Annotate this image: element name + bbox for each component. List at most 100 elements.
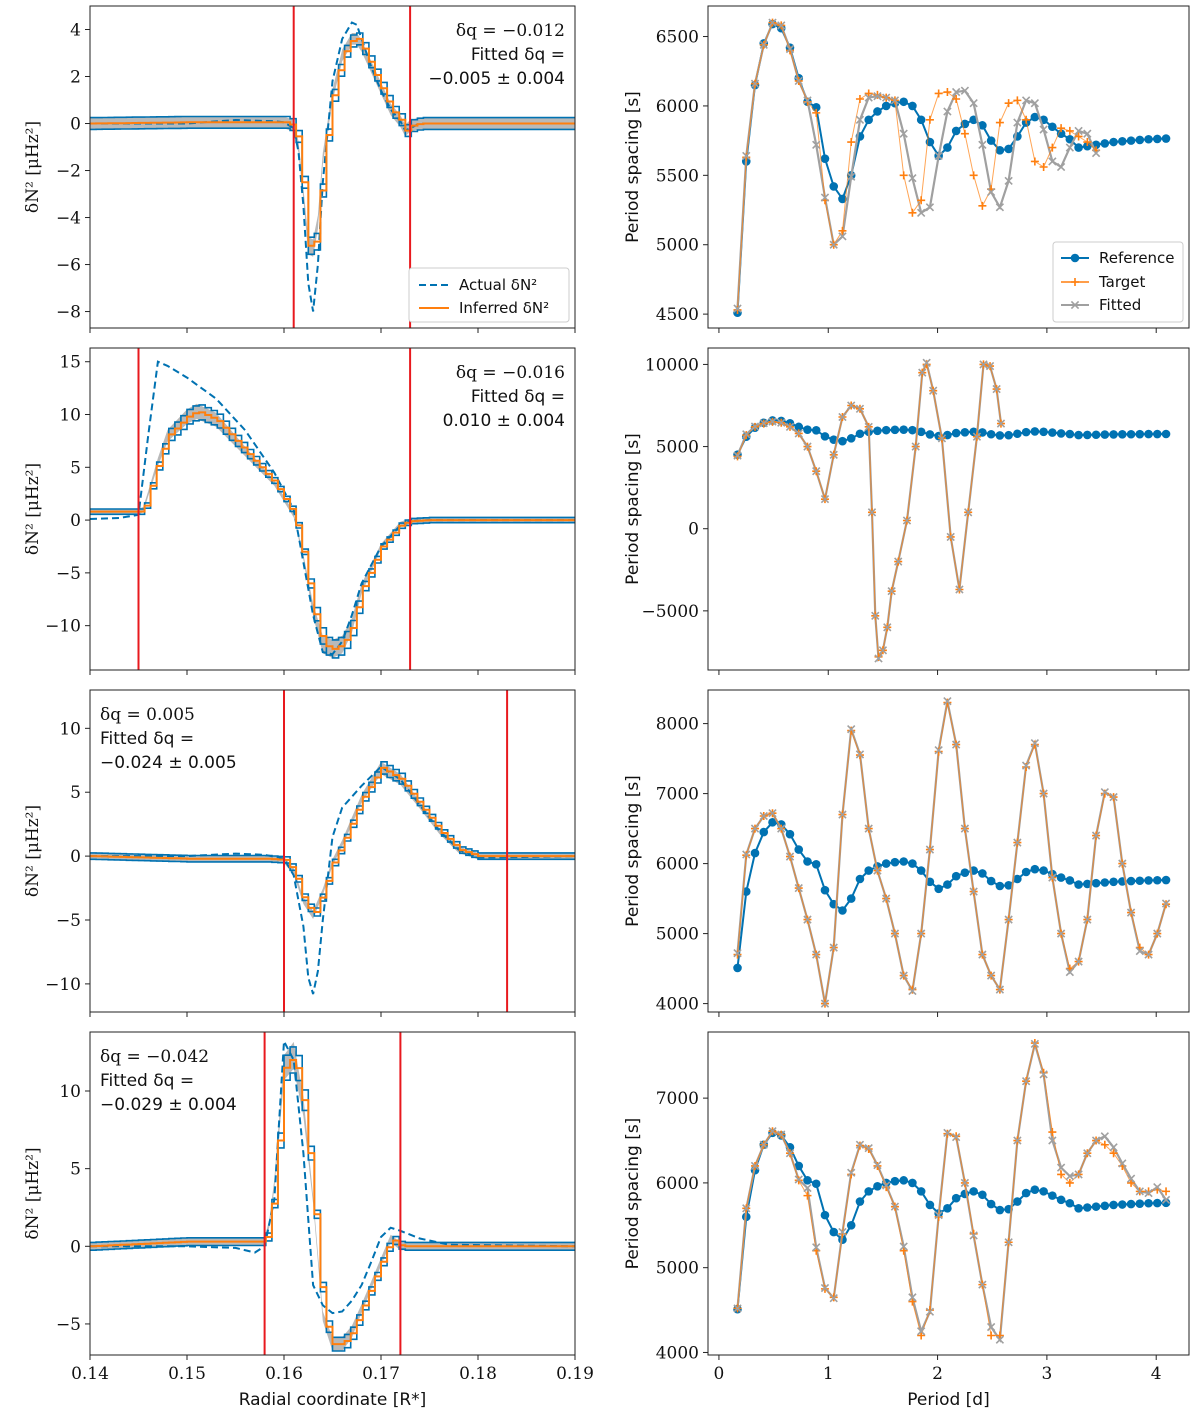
reference-point: [1091, 430, 1101, 440]
y-tick-label: 5: [70, 1160, 81, 1180]
annotation-line: Fitted δq =: [100, 1071, 194, 1091]
fitted-point: [1039, 125, 1048, 134]
target-point: [908, 1297, 917, 1306]
y-tick-label: 5500: [656, 166, 699, 186]
y-tick-label: 7000: [656, 1089, 699, 1109]
reference-point: [1021, 867, 1031, 877]
reference-point: [846, 1220, 856, 1230]
reference-point: [951, 1193, 961, 1203]
band-lower-edge: [90, 773, 575, 917]
x-tick-label: 2: [932, 1364, 943, 1384]
fitted-point: [855, 750, 865, 759]
reference-point: [943, 430, 952, 440]
reference-point: [890, 857, 900, 867]
target-point: [803, 1191, 812, 1200]
actual-series-line: [90, 1037, 575, 1315]
reference-point: [1100, 139, 1110, 148]
reference-point: [1030, 1185, 1040, 1194]
fitted-point: [759, 40, 768, 50]
reference-point: [1161, 429, 1171, 439]
fitted-point: [1048, 873, 1057, 882]
target-point: [803, 97, 812, 106]
fitted-point: [943, 1128, 952, 1138]
y-tick-label: 6000: [656, 1174, 699, 1194]
fitted-point: [873, 866, 882, 875]
target-point: [838, 226, 847, 235]
legend-inferred-label: Inferred δN²: [459, 299, 549, 317]
reference-point: [916, 115, 926, 125]
reference-point: [995, 1205, 1005, 1215]
reference-point: [1065, 429, 1075, 439]
fitted-point: [960, 1178, 970, 1188]
target-point: [908, 985, 917, 994]
fitted-point: [878, 646, 888, 655]
y-axis-label: δN² [μHz²]: [23, 121, 43, 213]
reference-point: [1083, 430, 1092, 440]
target-point: [978, 201, 987, 210]
target-point: [873, 90, 882, 99]
reference-point: [881, 859, 891, 868]
fitted-point: [733, 949, 742, 958]
reference-point: [873, 426, 882, 436]
axes-frame: [89, 689, 576, 1013]
target-point: [742, 153, 751, 162]
fitted-point: [829, 1294, 838, 1303]
reference-point: [1048, 1191, 1057, 1200]
annotation-line: Fitted δq =: [471, 45, 565, 65]
fitted-point: [785, 44, 795, 54]
reference-point: [986, 429, 996, 439]
fitted-point: [864, 824, 873, 833]
axes-frame: [89, 347, 576, 671]
fitted-point: [908, 1293, 917, 1302]
target-point: [960, 129, 969, 138]
fitted-point: [750, 422, 760, 431]
legend-reference-label: Reference: [1099, 249, 1175, 267]
fitted-point: [820, 494, 830, 504]
y-tick-label: 0: [688, 520, 699, 540]
target-point: [1048, 143, 1057, 152]
target-point: [847, 726, 856, 735]
reference-point: [855, 429, 865, 439]
reference-point: [951, 428, 961, 438]
target-point: [899, 1246, 908, 1255]
fitted-point: [733, 451, 742, 460]
fitted-point: [1056, 162, 1066, 172]
fitted-point: [803, 442, 812, 451]
fitted-point: [1065, 143, 1075, 152]
reference-point: [864, 115, 873, 125]
reference-point: [1013, 874, 1022, 884]
reference-point: [1004, 881, 1013, 890]
fitted-point: [768, 18, 777, 27]
target-point: [1162, 1187, 1171, 1196]
fitted-point: [838, 412, 847, 422]
fitted-point: [995, 1335, 1005, 1344]
y-tick-label: 10: [59, 406, 81, 426]
reference-point: [908, 859, 917, 868]
fitted-point: [1135, 1187, 1144, 1196]
reference-point: [978, 121, 987, 130]
fitted-point: [864, 422, 873, 432]
reference-point: [1065, 1198, 1075, 1208]
reference-point: [951, 126, 961, 136]
fitted-point: [922, 358, 931, 367]
fitted-point: [812, 140, 821, 149]
reference-point: [733, 963, 742, 973]
left-panel-1: −8 −6 −4 −2 0 2 4 δN² [μHz²] δq = −0.012 Fitted δ…: [23, 5, 576, 333]
reference-point: [1030, 112, 1040, 122]
reference-point: [881, 425, 891, 435]
y-tick-label: 0: [70, 847, 81, 867]
fitted-point: [955, 585, 964, 594]
reference-point: [811, 860, 821, 869]
reference-point: [1030, 427, 1040, 436]
y-tick-label: 15: [59, 353, 81, 373]
reference-point: [1021, 1188, 1031, 1198]
y-tick-label: 4000: [656, 1343, 699, 1363]
y-axis-label: Period spacing [s]: [623, 433, 643, 585]
target-point: [908, 208, 917, 217]
band-upper-edge: [90, 32, 575, 238]
y-tick-label: 7000: [656, 785, 699, 805]
reference-point: [960, 868, 970, 877]
fitted-point: [969, 1231, 978, 1240]
fitted-point: [951, 1132, 961, 1142]
fitted-point: [1056, 1163, 1066, 1172]
